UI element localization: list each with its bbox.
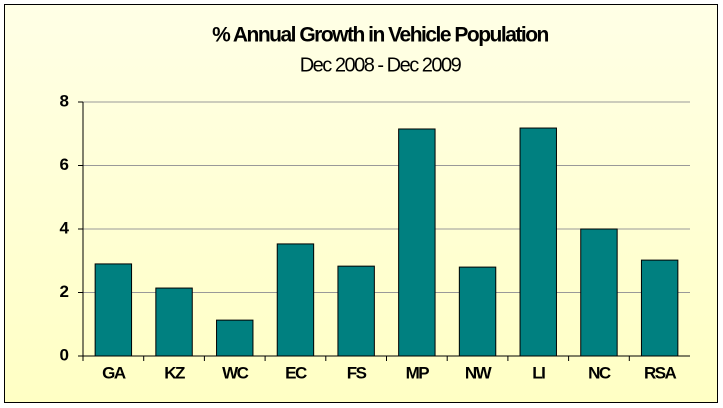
y-tick-label: 2: [60, 282, 69, 301]
bar: [276, 243, 315, 357]
x-tick-label: FS: [347, 363, 367, 382]
x-tick-label: EC: [285, 363, 307, 382]
bar: [94, 263, 133, 357]
y-tick-label: 0: [60, 345, 69, 364]
x-tick-label: NW: [465, 363, 493, 382]
y-tick-label: 4: [60, 218, 70, 237]
x-tick-label: KZ: [164, 363, 185, 382]
bar: [519, 127, 557, 357]
bar: [640, 259, 679, 357]
x-tick-label: WC: [222, 363, 249, 382]
x-tick-label: LI: [532, 363, 545, 382]
y-tick-label: 6: [60, 155, 69, 174]
x-tick-label: MP: [406, 363, 430, 382]
bar: [580, 228, 618, 357]
bar: [337, 265, 375, 357]
bar: [458, 266, 497, 357]
y-tick-label: 8: [60, 91, 69, 110]
x-tick-label: GA: [102, 363, 126, 382]
bar: [155, 287, 193, 357]
bar: [216, 319, 254, 357]
x-tick-label: RSA: [644, 363, 677, 382]
chart-subtitle: Dec 2008 - Dec 2009: [300, 54, 462, 76]
chart-title: % Annual Growth in Vehicle Population: [212, 24, 548, 47]
bar: [398, 128, 436, 357]
x-tick-label: NC: [588, 363, 611, 382]
